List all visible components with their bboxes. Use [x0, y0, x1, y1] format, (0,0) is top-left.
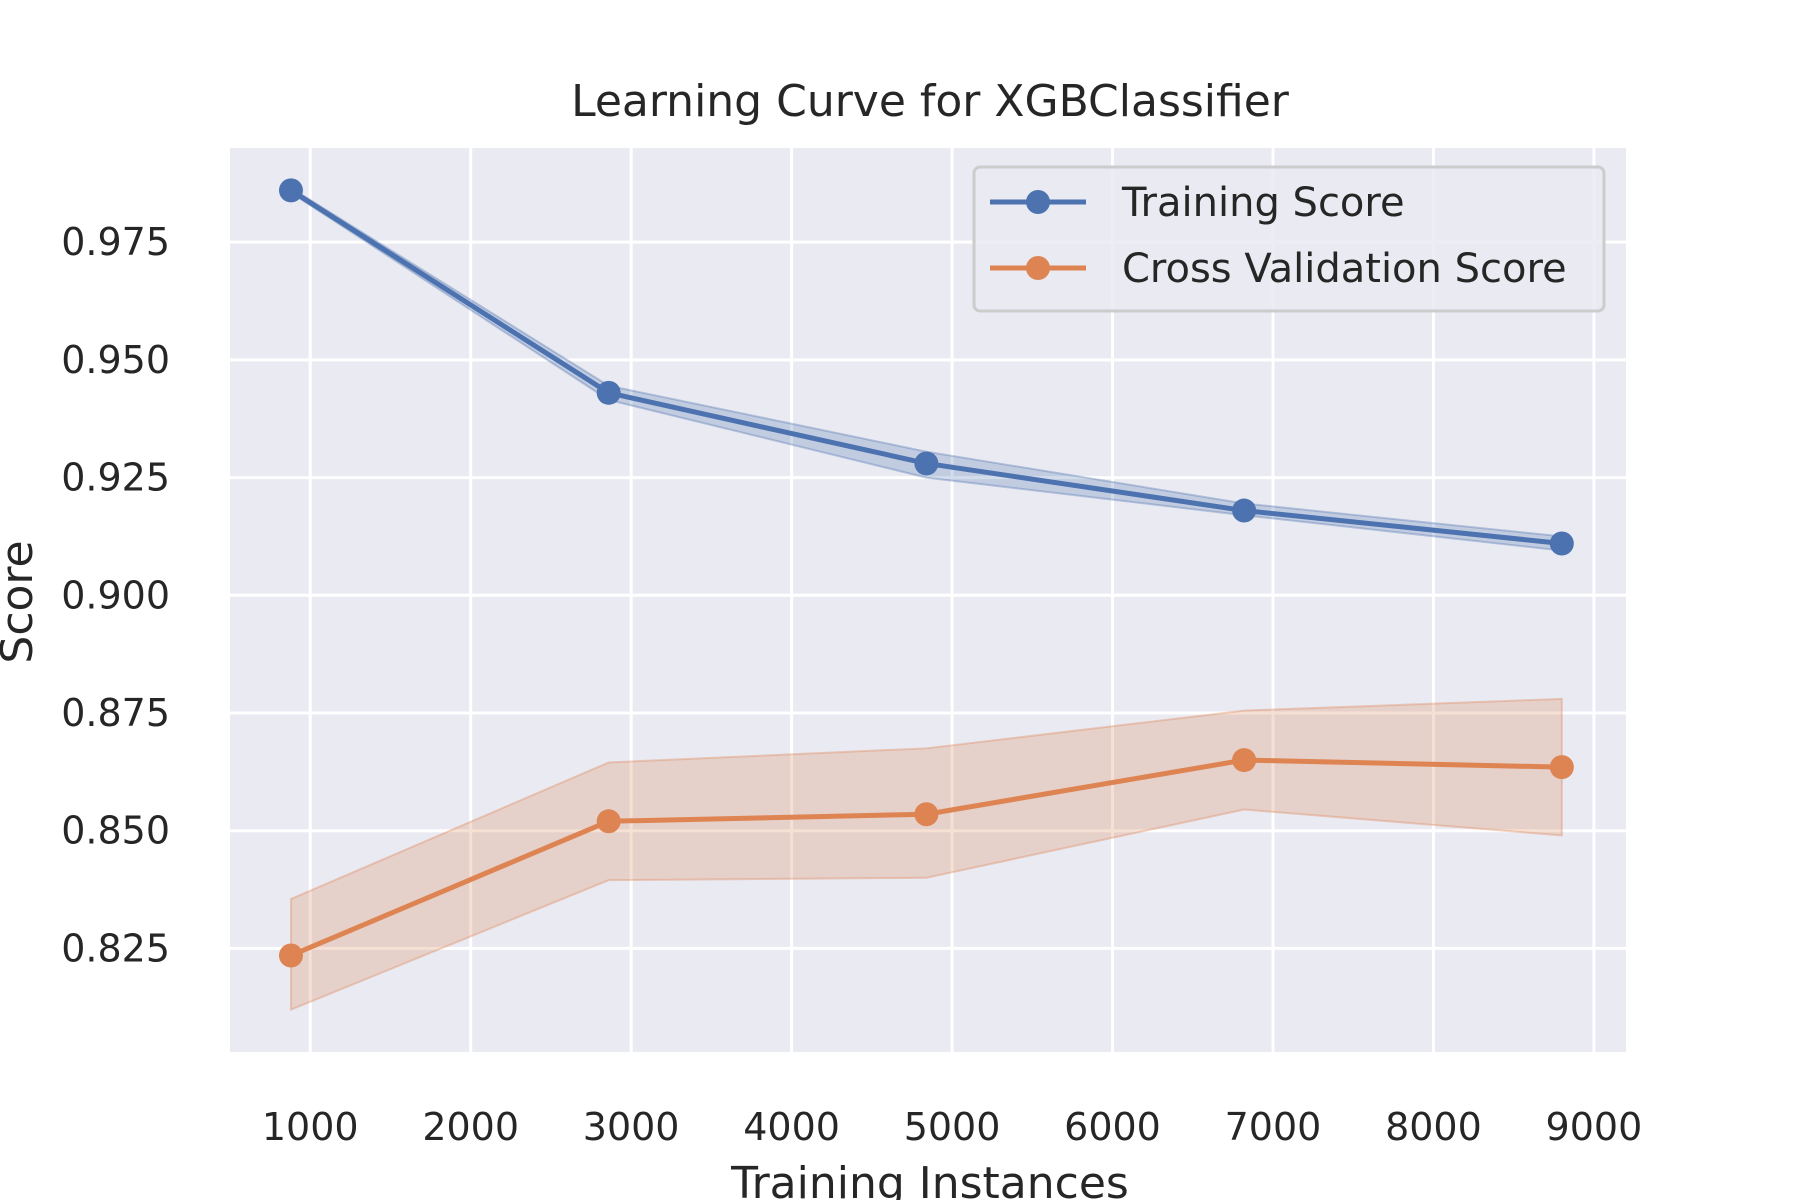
legend-box [972, 165, 1606, 313]
data-point [914, 802, 939, 827]
x-tick-label: 8000 [1385, 1105, 1482, 1149]
y-tick-label: 0.900 [61, 573, 170, 617]
x-tick-label: 7000 [1225, 1105, 1322, 1149]
y-tick-label: 0.850 [61, 809, 170, 853]
data-point [596, 809, 621, 834]
x-tick-label: 4000 [743, 1105, 840, 1149]
confidence-band-1 [289, 697, 1563, 1012]
x-tick-label: 5000 [904, 1105, 1001, 1149]
y-tick-label: 0.825 [61, 926, 170, 970]
y-tick-label: 0.950 [61, 338, 170, 382]
y-tick-labels: 0.825 0.850 0.875 0.900 0.925 0.950 0.975 [61, 220, 170, 970]
data-point [1232, 498, 1257, 523]
x-tick-label: 3000 [583, 1105, 680, 1149]
x-tick-labels: 1000 2000 3000 4000 5000 6000 7000 8000 9000 [262, 1105, 1642, 1149]
chart-title: Learning Curve for XGBClassifier [571, 76, 1290, 127]
y-axis-label: Score [0, 540, 43, 663]
x-axis-label: Training Instances [730, 1158, 1129, 1200]
data-point [914, 451, 939, 476]
legend-label: Training Score [1121, 180, 1405, 226]
y-tick-label: 0.925 [61, 456, 170, 500]
data-point [278, 943, 303, 968]
data-point [1549, 755, 1574, 780]
legend-marker [1026, 256, 1050, 280]
data-point [278, 178, 303, 203]
legend-label: Cross Validation Score [1122, 246, 1567, 292]
y-tick-label: 0.975 [61, 220, 170, 264]
data-point [596, 380, 621, 405]
data-point [1232, 748, 1257, 773]
legend-marker [1026, 190, 1050, 214]
legend: Training Score Cross Validation Score [972, 165, 1606, 313]
x-tick-label: 2000 [422, 1105, 519, 1149]
x-tick-label: 1000 [262, 1105, 359, 1149]
y-tick-label: 0.875 [61, 691, 170, 735]
data-point [1549, 531, 1574, 556]
x-tick-label: 9000 [1546, 1105, 1643, 1149]
series-points [278, 178, 1574, 968]
x-tick-label: 6000 [1064, 1105, 1161, 1149]
